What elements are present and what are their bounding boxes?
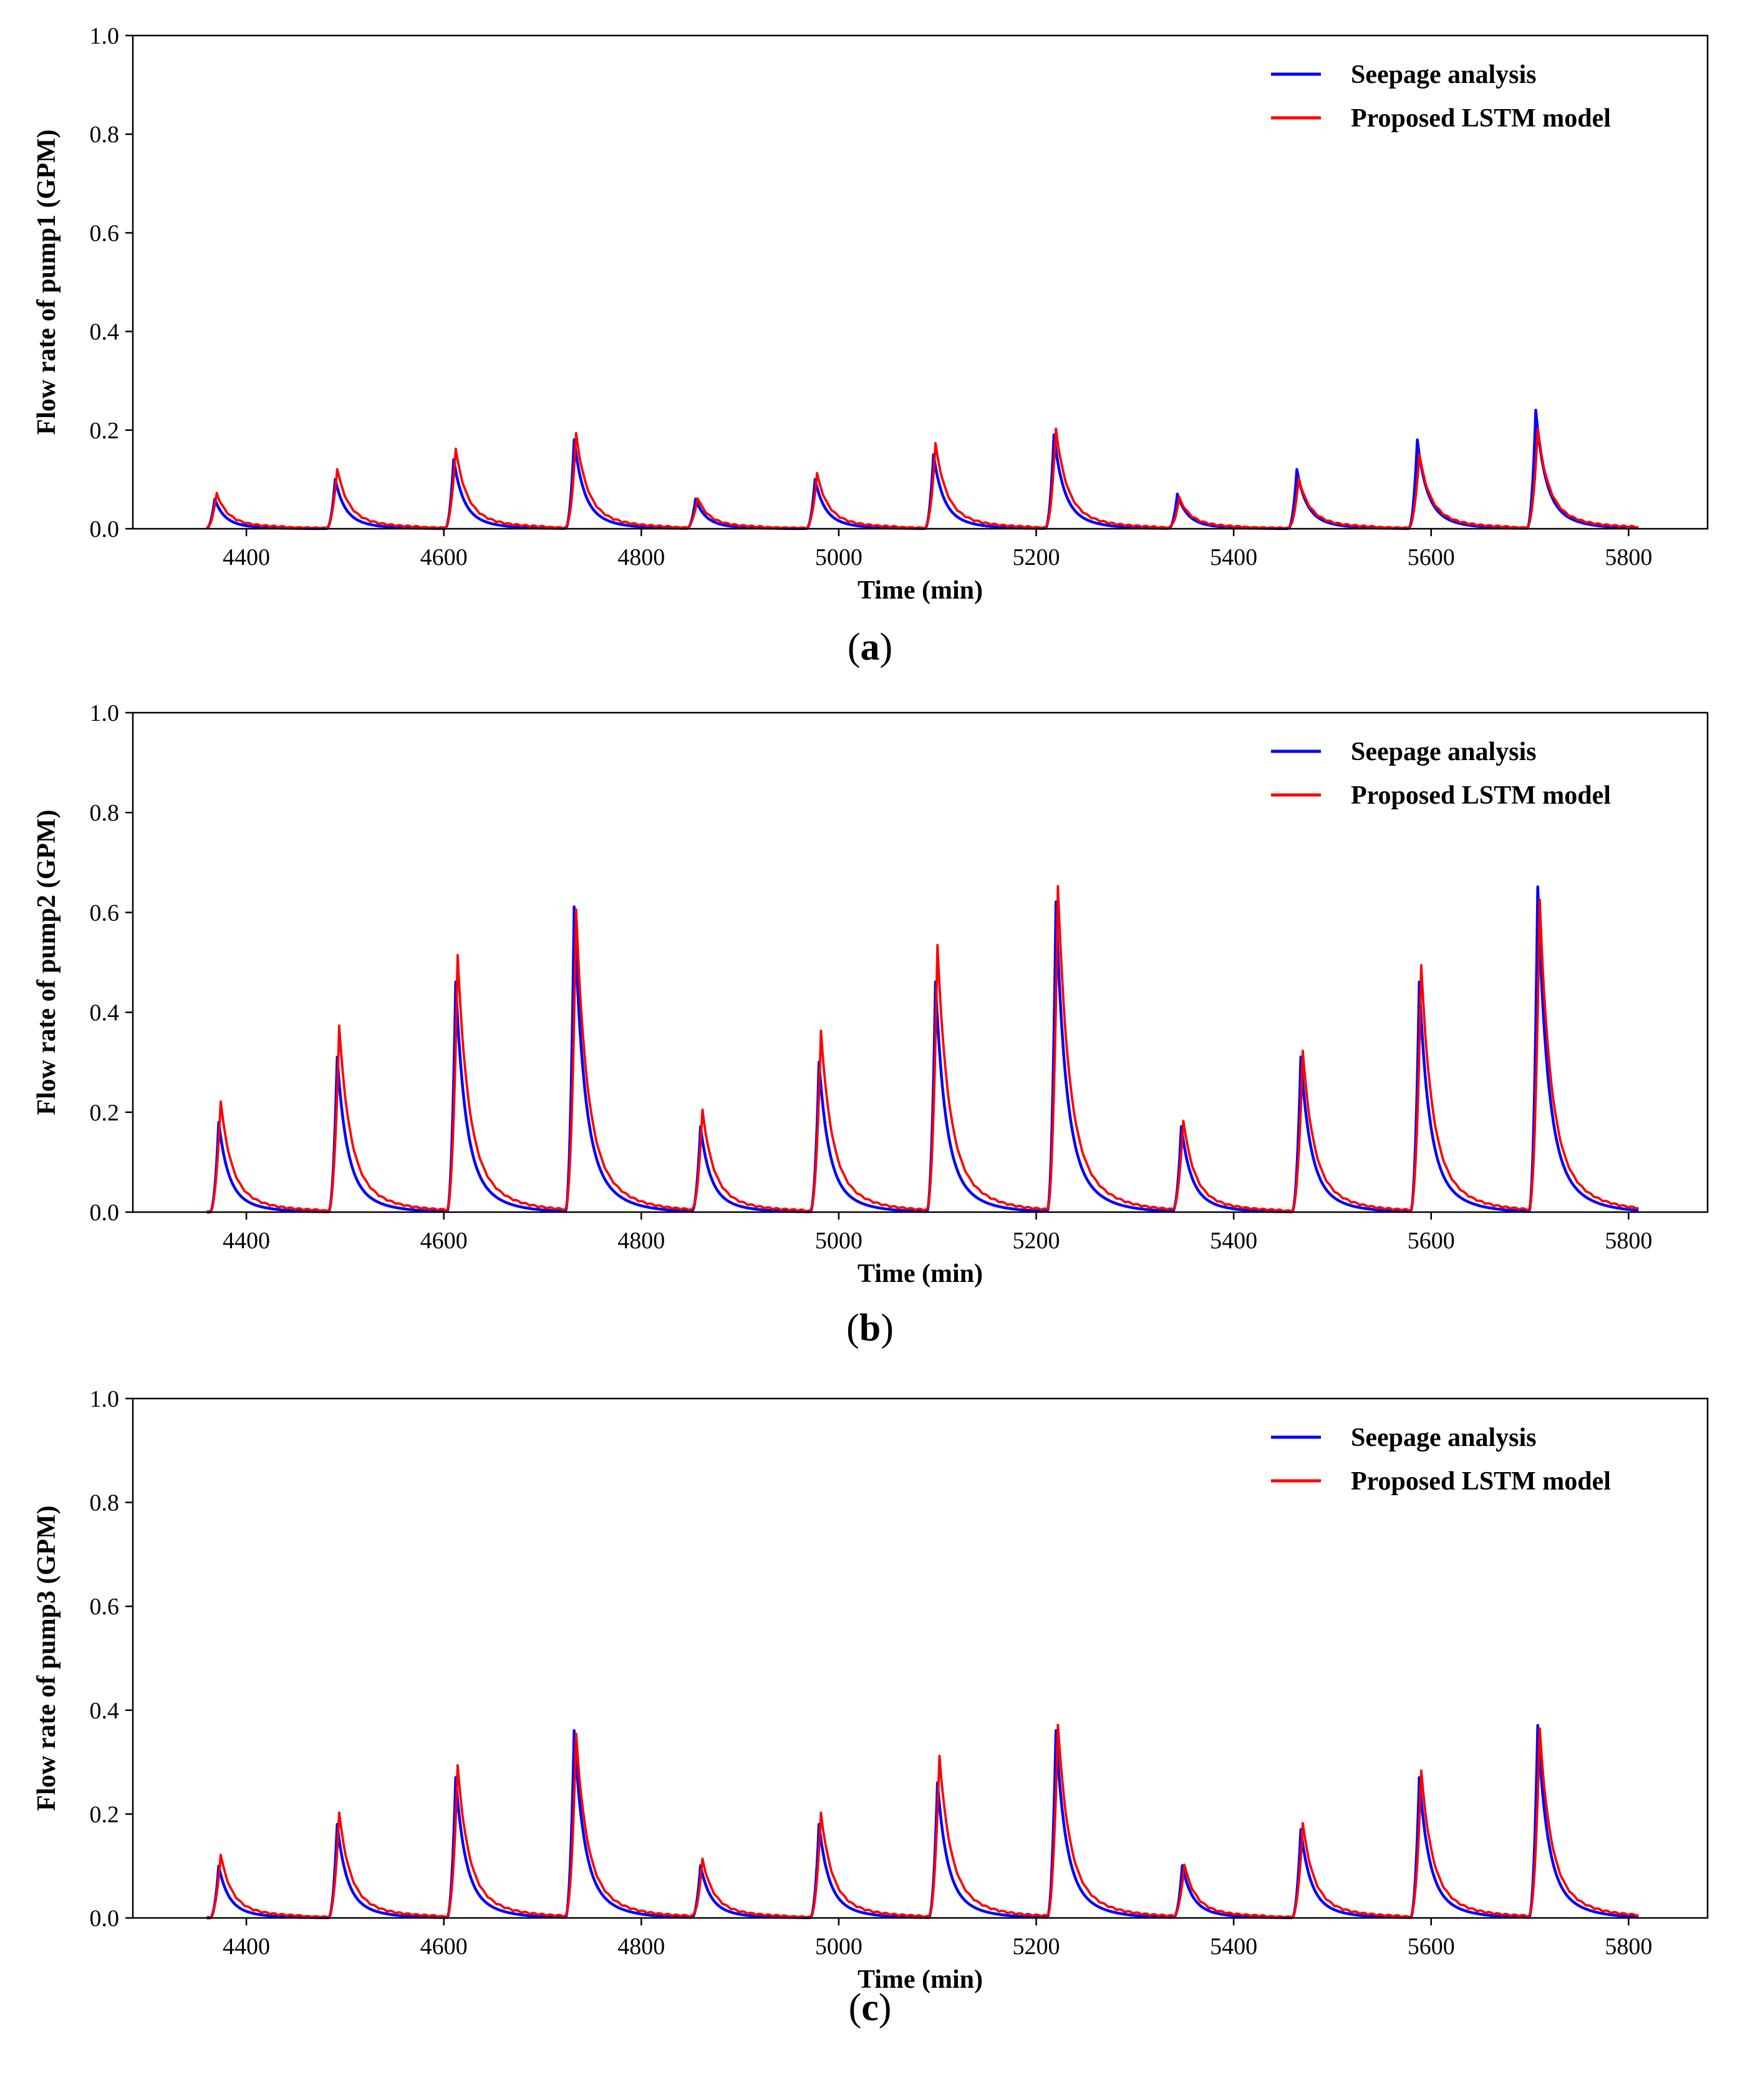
caption-open-paren: (: [849, 1987, 862, 2029]
x-tick-label: 4400: [223, 1228, 270, 1254]
x-tick-label: 4800: [617, 1934, 665, 1960]
y-tick-label: 0.0: [90, 1200, 120, 1226]
panel-caption: (a): [848, 626, 892, 668]
caption-close-paren: ): [880, 626, 893, 668]
y-tick-label: 0.8: [90, 1490, 120, 1516]
x-axis-label: Time (min): [858, 576, 983, 605]
x-tick-label: 4600: [420, 1934, 468, 1960]
caption-letter: c: [861, 1987, 879, 2029]
legend-label-proposed-lstm-model: Proposed LSTM model: [1351, 1467, 1611, 1496]
caption-close-paren: ): [879, 1987, 892, 2029]
legend: Seepage analysis Proposed LSTM model: [1271, 60, 1611, 133]
x-tick-label: 5400: [1210, 544, 1257, 571]
y-tick-label: 0.8: [90, 122, 120, 148]
legend-label-proposed-lstm-model: Proposed LSTM model: [1351, 781, 1611, 810]
x-axis-label: Time (min): [858, 1260, 983, 1288]
caption-letter: a: [861, 626, 880, 668]
y-axis-label: Flow rate of pump1 (GPM): [32, 130, 61, 435]
x-tick-label: 4400: [223, 544, 270, 571]
legend: Seepage analysis Proposed LSTM model: [1271, 738, 1611, 810]
series-line-proposed-lstm-model: [206, 1723, 1639, 1919]
chart-panel-a: 4400 4600 4800 5000 5200 5400 5600 5800 0.0 0.2 0.…: [32, 23, 1709, 668]
y-tick-label: 0.4: [90, 1000, 120, 1026]
y-tick-label: 0.2: [90, 1100, 120, 1126]
axes-frame: [132, 711, 1709, 1213]
legend-label-seepage-analysis: Seepage analysis: [1351, 60, 1537, 89]
y-tick-label: 0.8: [90, 800, 120, 826]
x-tick-label: 5800: [1605, 544, 1652, 571]
chart-panel-b: 4400 4600 4800 5000 5200 5400 5600 5800 0.0 0.2 0.…: [32, 700, 1709, 1349]
x-tick-label: 5600: [1408, 1934, 1455, 1960]
x-tick-label: 5000: [815, 1228, 863, 1254]
y-tick-label: 1.0: [90, 23, 120, 49]
y-tick-label: 0.4: [90, 319, 120, 345]
x-tick-label: 4600: [420, 544, 468, 571]
x-tick-label: 4800: [617, 1228, 665, 1254]
y-tick-label: 1.0: [90, 700, 120, 726]
chart-panel-c: 4400 4600 4800 5000 5200 5400 5600 5800 0.0 0.2 0.…: [32, 1386, 1709, 2029]
y-tick-label: 0.6: [90, 1594, 120, 1620]
axes-frame: [132, 34, 1709, 530]
y-axis-label: Flow rate of pump3 (GPM): [32, 1506, 61, 1811]
x-tick-label: 5600: [1408, 1228, 1455, 1254]
caption-close-paren: ): [881, 1307, 894, 1349]
x-tick-label: 5400: [1210, 1934, 1257, 1960]
x-tick-label: 5800: [1605, 1228, 1652, 1254]
y-tick-label: 0.2: [90, 418, 120, 444]
caption-open-paren: (: [848, 626, 861, 668]
x-tick-label: 5600: [1408, 544, 1455, 571]
y-tick-label: 0.6: [90, 900, 120, 926]
panel-caption: (c): [849, 1987, 892, 2029]
x-tick-label: 5000: [815, 544, 863, 571]
x-tick-label: 5200: [1013, 1934, 1060, 1960]
y-tick-label: 0.2: [90, 1801, 120, 1828]
y-tick-label: 0.6: [90, 220, 120, 246]
x-tick-label: 4800: [617, 544, 665, 571]
panel-caption: (b): [846, 1307, 894, 1349]
series-line-proposed-lstm-model: [206, 885, 1639, 1213]
x-tick-label: 4400: [223, 1934, 270, 1960]
caption-letter: b: [859, 1307, 881, 1349]
y-tick-label: 0.0: [90, 1905, 120, 1932]
y-tick-label: 0.0: [90, 516, 120, 542]
y-tick-label: 1.0: [90, 1386, 120, 1412]
x-tick-label: 5200: [1013, 1228, 1060, 1254]
x-tick-label: 5400: [1210, 1228, 1257, 1254]
x-tick-label: 5800: [1605, 1934, 1652, 1960]
x-tick-label: 5200: [1013, 544, 1060, 571]
legend-label-seepage-analysis: Seepage analysis: [1351, 738, 1537, 766]
legend: Seepage analysis Proposed LSTM model: [1271, 1423, 1611, 1496]
x-tick-label: 4600: [420, 1228, 468, 1254]
legend-label-seepage-analysis: Seepage analysis: [1351, 1423, 1537, 1452]
x-tick-label: 5000: [815, 1934, 863, 1960]
legend-label-proposed-lstm-model: Proposed LSTM model: [1351, 104, 1611, 133]
y-tick-label: 0.4: [90, 1698, 120, 1724]
y-axis-label: Flow rate of pump2 (GPM): [32, 810, 61, 1115]
axes-frame: [132, 1397, 1709, 1919]
caption-open-paren: (: [846, 1307, 859, 1349]
x-axis-label: Time (min): [858, 1965, 983, 1994]
